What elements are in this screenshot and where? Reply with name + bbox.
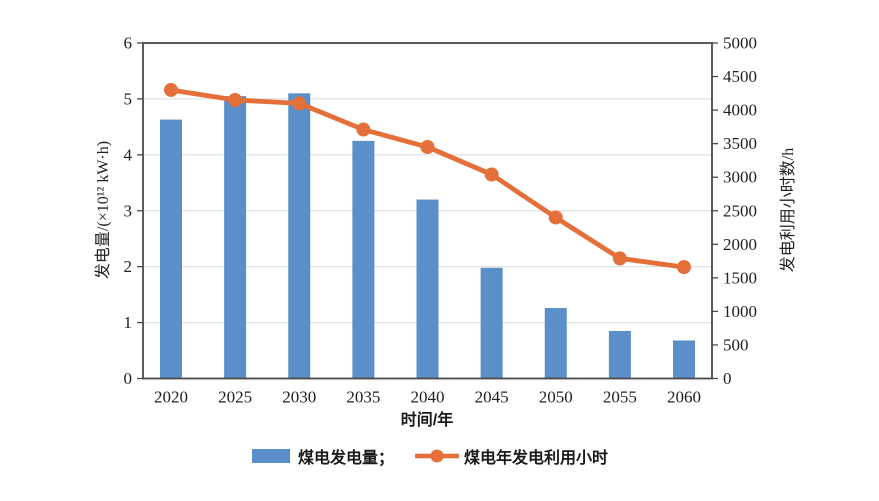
line-marker-2030 (292, 96, 307, 111)
bar-2045 (480, 267, 503, 379)
right-axis-tick-label-500: 500 (723, 335, 749, 354)
bar-2050 (544, 308, 567, 379)
right-axis-tick-label-3500: 3500 (723, 134, 757, 153)
left-axis-tick-label-2: 2 (124, 257, 133, 276)
legend-label-line-series: 煤电年发电利用小时 (464, 450, 609, 467)
right-axis-tick-label-4000: 4000 (723, 101, 757, 120)
x-axis-label-2050: 2050 (539, 388, 573, 407)
x-axis-label-2060: 2060 (667, 388, 701, 407)
line-marker-2025 (228, 93, 243, 108)
left-axis-tick-label-1: 1 (124, 313, 133, 332)
line-marker-2040 (420, 140, 435, 155)
left-axis-title: 发电量/(×10¹² kW·h) (95, 140, 112, 280)
x-axis-label-2040: 2040 (411, 388, 445, 407)
legend-bar-swatch-icon (251, 449, 290, 463)
line-marker-2055 (612, 251, 627, 266)
right-axis-tick-label-5000: 5000 (723, 34, 757, 53)
right-axis-tick-label-0: 0 (723, 369, 732, 388)
x-axis-label-2020: 2020 (154, 388, 188, 407)
line-marker-2020 (164, 82, 178, 97)
line-marker-2045 (484, 167, 499, 182)
left-axis-tick-label-4: 4 (124, 145, 133, 164)
legend-line-marker-icon (415, 449, 459, 463)
legend-label-bar-series: 煤电发电量； (297, 450, 394, 467)
bar-2025 (224, 96, 247, 379)
left-axis-tick-label-5: 5 (124, 89, 133, 108)
x-axis-title: 时间/年 (400, 412, 454, 429)
bar-2035 (352, 140, 375, 379)
bar-2020 (160, 119, 182, 379)
line-marker-2060 (677, 260, 691, 275)
bar-2060 (673, 340, 695, 379)
line-marker-2035 (356, 122, 371, 137)
x-axis-label-2030: 2030 (282, 388, 316, 407)
bar-2030 (288, 93, 311, 379)
x-axis-label-2025: 2025 (218, 388, 252, 407)
right-axis-tick-label-1000: 1000 (723, 302, 757, 321)
bar-2040 (416, 199, 439, 379)
x-axis-label-2055: 2055 (603, 388, 637, 407)
left-axis-tick-label-6: 6 (124, 34, 133, 53)
left-axis-tick-label-3: 3 (124, 201, 133, 220)
line-marker-2050 (548, 210, 563, 225)
chart-legend: 煤电发电量； 煤电年发电利用小时 (251, 444, 609, 468)
left-axis-tick-label-0: 0 (124, 369, 133, 388)
x-axis-label-2045: 2045 (475, 388, 509, 407)
right-axis-tick-label-4500: 4500 (723, 67, 757, 86)
right-axis-tick-label-1500: 1500 (723, 268, 757, 287)
right-axis-tick-label-3000: 3000 (723, 168, 757, 187)
right-axis-tick-label-2500: 2500 (723, 201, 757, 220)
right-axis-tick-label-2000: 2000 (723, 235, 757, 254)
right-axis-title: 发电利用小时数/h (780, 147, 797, 273)
bar-2055 (608, 330, 631, 379)
x-axis-label-2035: 2035 (346, 388, 380, 407)
